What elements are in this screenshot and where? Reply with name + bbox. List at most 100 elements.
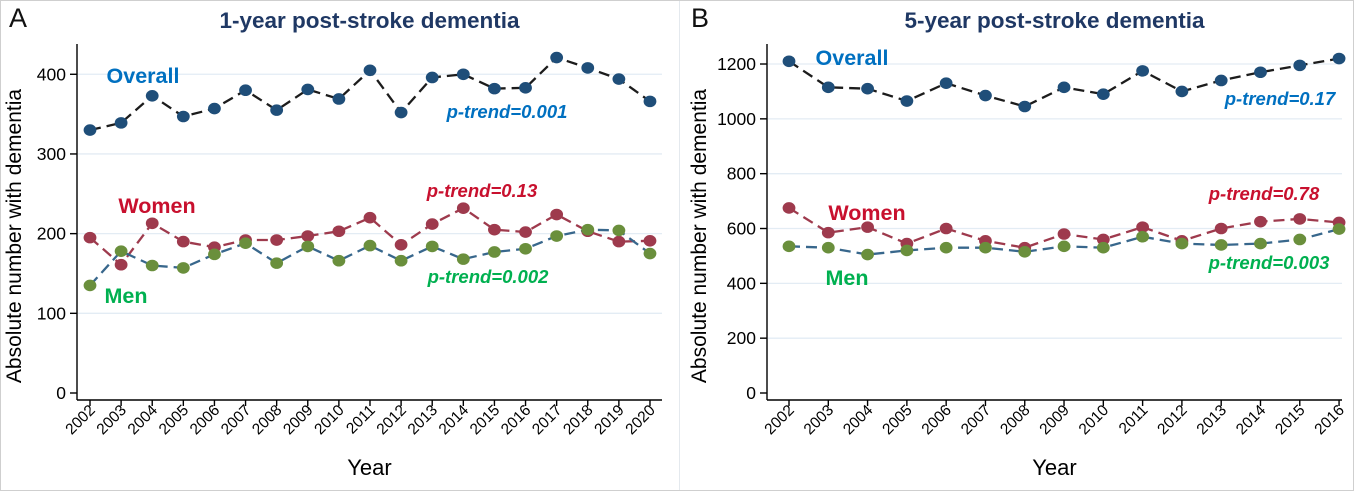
x-tick-label: 2011: [343, 402, 379, 438]
data-point-men: [550, 230, 564, 242]
data-point-women: [1136, 221, 1150, 233]
data-point-men: [114, 245, 128, 257]
data-point-women: [1057, 228, 1071, 240]
data-point-women: [1254, 215, 1267, 228]
x-tick-label: 2002: [761, 402, 797, 438]
data-point-overall: [939, 77, 953, 90]
data-point-overall: [861, 82, 874, 95]
ptrend-label-men: p-trend=0.003: [1208, 252, 1331, 273]
data-point-overall: [581, 62, 595, 74]
y-tick-label: 200: [37, 224, 66, 244]
series-label-overall: Overall: [107, 64, 180, 88]
x-tick-label: 2011: [1116, 402, 1152, 438]
data-point-men: [425, 240, 439, 253]
x-tick-label: 2009: [280, 402, 316, 438]
ptrend-label-women: p-trend=0.13: [426, 180, 538, 201]
data-point-women: [301, 230, 315, 242]
data-point-overall: [979, 89, 992, 102]
data-point-overall: [425, 71, 439, 84]
data-point-overall: [1057, 81, 1071, 94]
data-point-women: [939, 222, 953, 235]
chart-title: 5-year post-stroke dementia: [904, 8, 1205, 33]
data-point-men: [145, 259, 159, 272]
data-point-overall: [1096, 88, 1110, 100]
data-point-women: [425, 218, 439, 230]
data-point-men: [939, 241, 953, 254]
data-point-overall: [145, 89, 159, 102]
data-point-overall: [821, 81, 835, 94]
data-point-overall: [643, 95, 657, 108]
series-label-women: Women: [118, 194, 195, 218]
x-tick-label: 2005: [879, 402, 915, 438]
y-axis-title: Absolute number with dementia: [688, 89, 711, 383]
x-tick-label: 2015: [1272, 402, 1308, 438]
y-tick-label: 400: [37, 64, 66, 84]
x-tick-label: 2009: [1036, 402, 1072, 438]
series-label-overall: Overall: [816, 46, 889, 70]
data-point-women: [612, 235, 626, 248]
data-point-overall: [900, 95, 914, 107]
data-point-women: [550, 208, 564, 221]
chart-panel-a: 1-year post-stroke dementia 0 100 200 300 400…: [3, 8, 662, 480]
x-tick-label: 2013: [1194, 402, 1230, 438]
data-point-women: [821, 226, 835, 239]
data-point-overall: [239, 84, 252, 97]
data-point-women: [519, 226, 532, 238]
x-tick-label: 2014: [1233, 402, 1270, 439]
data-point-overall: [83, 124, 97, 136]
x-axis-title: Year: [1032, 455, 1076, 480]
x-tick-label: 2010: [311, 402, 348, 439]
data-point-overall: [1293, 59, 1307, 72]
data-point-men: [456, 253, 470, 265]
data-point-overall: [301, 83, 315, 96]
x-tick-label: 2004: [840, 402, 877, 439]
data-point-overall: [1332, 52, 1346, 65]
data-point-men: [332, 254, 346, 267]
y-tick-label: 0: [746, 383, 756, 403]
series-label-men: Men: [105, 284, 148, 308]
y-tick-label: 1200: [717, 54, 756, 74]
panel-b: 5-year post-stroke dementia 0 200 400 600 800…: [680, 1, 1353, 490]
data-point-men: [239, 237, 252, 250]
data-point-overall: [519, 82, 532, 94]
chart-panel-b: 5-year post-stroke dementia 0 200 400 600 800…: [688, 8, 1348, 480]
y-tick-label: 400: [727, 273, 756, 293]
y-axis-title: Absolute number with dementia: [3, 89, 26, 383]
x-tick-label: 2020: [622, 402, 659, 439]
data-point-overall: [114, 117, 128, 129]
y-tick-label: 0: [56, 383, 66, 403]
data-point-women: [1293, 213, 1307, 225]
data-point-men: [394, 254, 408, 267]
x-tick-label: 2016: [1311, 402, 1347, 438]
data-point-women: [176, 235, 190, 248]
x-tick-label: 2002: [62, 402, 98, 438]
y-tick-label: 600: [727, 219, 756, 239]
data-point-overall: [550, 51, 564, 64]
data-point-men: [900, 244, 914, 257]
x-tick-label: 2007: [218, 402, 254, 438]
series-label-men: Men: [826, 266, 869, 290]
x-tick-label: 2016: [498, 402, 534, 438]
data-point-men: [1018, 246, 1032, 258]
x-tick-label: 2012: [1154, 402, 1190, 438]
data-point-overall: [363, 64, 377, 77]
panel-divider: [679, 1, 680, 490]
y-tick-label: 1000: [717, 109, 756, 129]
ptrend-label-overall: p-trend=0.001: [446, 101, 568, 122]
x-tick-label: 2013: [405, 402, 441, 438]
x-tick-label: 2004: [125, 402, 162, 439]
data-point-overall: [176, 110, 190, 123]
data-point-women: [1096, 233, 1110, 246]
y-tick-label: 300: [37, 144, 66, 164]
panel-letter-a: A: [9, 3, 28, 33]
data-point-women: [1214, 222, 1228, 235]
data-point-women: [456, 202, 470, 214]
data-point-women: [363, 211, 377, 224]
data-point-men: [1254, 237, 1267, 250]
data-point-women: [332, 225, 346, 238]
data-point-men: [176, 262, 190, 274]
data-point-women: [782, 202, 796, 214]
series-line-men: [89, 228, 651, 287]
y-tick-label: 100: [37, 303, 66, 323]
data-point-overall: [612, 73, 626, 85]
